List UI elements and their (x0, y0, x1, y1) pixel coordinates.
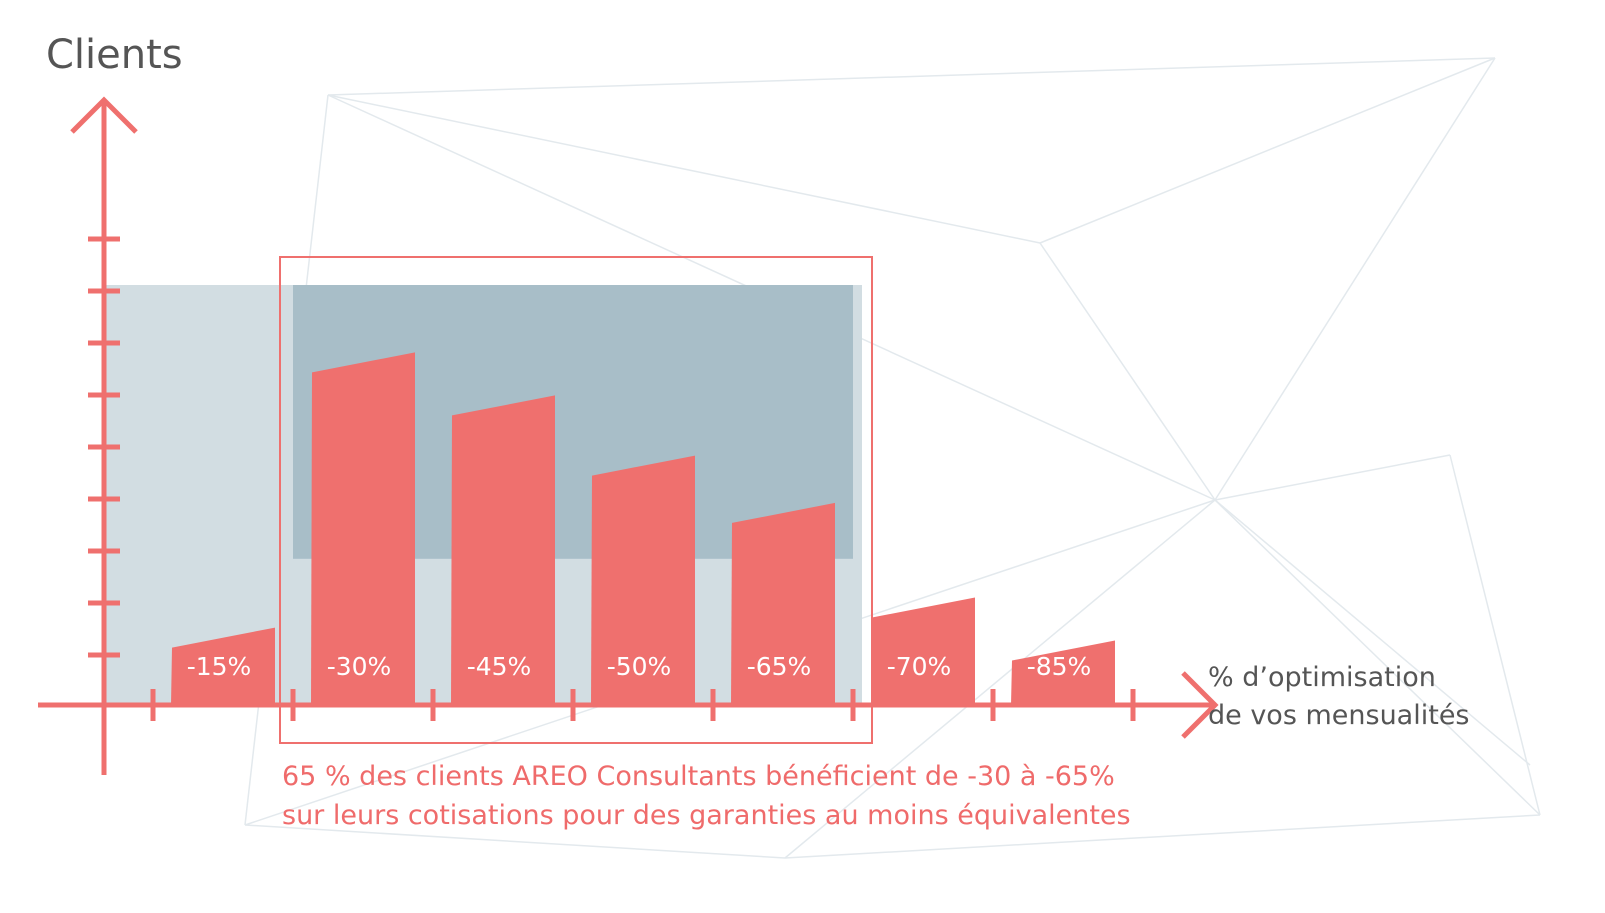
bars-group: -15% -30% -45% -50% -65% -70% -85% (171, 352, 1115, 705)
bar-label--15%: -15% (187, 652, 252, 681)
background-line-4 (1214, 57, 1496, 501)
background-line-6 (1449, 454, 1541, 816)
bar--45% (451, 395, 555, 705)
background-line-0 (327, 57, 1496, 96)
bar--15% (171, 627, 275, 705)
bar-label--85%: -85% (1027, 652, 1092, 681)
caption-line-2: sur leurs cotisations pour des garanties… (282, 800, 1131, 831)
bar--70% (871, 597, 975, 705)
background-line-13 (1214, 499, 1531, 766)
bar-label--65%: -65% (747, 652, 812, 681)
bar-label--70%: -70% (887, 652, 952, 681)
x-axis-label-line-2: de vos mensualités (1208, 700, 1470, 731)
bar-label--30%: -30% (327, 652, 392, 681)
background-line-5 (1214, 454, 1451, 501)
x-axis-label-line-1: % d’optimisation (1208, 662, 1436, 693)
caption-line-1: 65 % des clients AREO Consultants bénéfi… (282, 761, 1115, 792)
bar--50% (591, 455, 695, 705)
x-axis-arrow (1181, 671, 1219, 739)
background-line-10 (784, 814, 1541, 859)
background-line-1 (327, 94, 1041, 244)
background-line-14 (784, 499, 1216, 859)
bar--30% (311, 352, 415, 705)
axes-group (38, 96, 1219, 775)
y-axis-arrow (70, 96, 138, 134)
bar--65% (731, 502, 835, 705)
background-line-3 (1039, 242, 1216, 501)
background-line-7 (1214, 499, 1541, 816)
bar-label--45%: -45% (467, 652, 532, 681)
background-line-2 (1039, 57, 1496, 244)
background-line-9 (244, 824, 786, 859)
highlight-frame (279, 256, 873, 744)
bar-label--50%: -50% (607, 652, 672, 681)
y-axis-label: Clients (46, 32, 183, 78)
bar--85% (1011, 640, 1115, 705)
